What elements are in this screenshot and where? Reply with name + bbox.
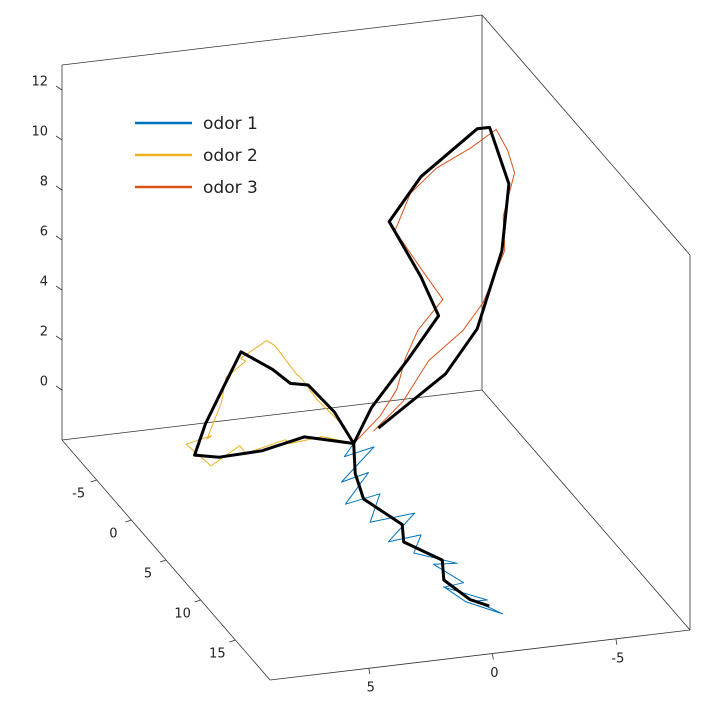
mean-trajectory bbox=[352, 443, 490, 608]
x-tick bbox=[125, 519, 132, 523]
trajectory bbox=[353, 128, 516, 444]
x-tick-label: 15 bbox=[209, 647, 226, 662]
z-tick-label: 6 bbox=[40, 225, 48, 240]
z-tick bbox=[55, 85, 63, 91]
x-tick-label: 10 bbox=[174, 607, 191, 622]
y-tick-label: -5 bbox=[611, 651, 624, 666]
y-tick-label: 0 bbox=[490, 666, 498, 681]
mean-trajectory bbox=[193, 350, 355, 459]
trajectory bbox=[185, 340, 355, 467]
x-tick-label: 5 bbox=[144, 567, 152, 582]
z-tick-label: 12 bbox=[31, 75, 48, 90]
z-tick-label: 0 bbox=[40, 375, 48, 390]
z-tick bbox=[55, 335, 63, 341]
box-edge bbox=[481, 389, 691, 631]
z-tick-label: 10 bbox=[31, 125, 48, 140]
z-tick bbox=[55, 285, 63, 291]
x-tick-label: 0 bbox=[109, 527, 117, 542]
trajectory bbox=[340, 443, 504, 615]
legend-label: odor 3 bbox=[203, 178, 258, 198]
z-tick-label: 2 bbox=[40, 325, 48, 340]
y-tick-label: 5 bbox=[367, 681, 375, 696]
box-edge bbox=[61, 14, 483, 66]
y-tick bbox=[368, 668, 371, 675]
x-tick-label: -5 bbox=[72, 487, 85, 502]
z-tick bbox=[55, 185, 63, 191]
mean-trajectory bbox=[352, 125, 511, 445]
x-tick bbox=[229, 639, 236, 643]
z-tick bbox=[55, 135, 63, 141]
y-tick bbox=[491, 653, 494, 660]
x-tick bbox=[194, 599, 201, 603]
z-tick bbox=[55, 385, 63, 391]
z-tick-label: 8 bbox=[40, 175, 48, 190]
x-tick bbox=[159, 559, 167, 563]
legend-label: odor 2 bbox=[203, 146, 258, 166]
x-tick bbox=[90, 479, 97, 483]
legend-label: odor 1 bbox=[203, 114, 258, 134]
box-edge bbox=[61, 389, 483, 441]
box-edge bbox=[269, 629, 691, 681]
z-tick-label: 4 bbox=[40, 275, 48, 290]
box-edge bbox=[481, 14, 691, 256]
z-tick bbox=[55, 235, 63, 241]
y-tick bbox=[615, 638, 618, 645]
